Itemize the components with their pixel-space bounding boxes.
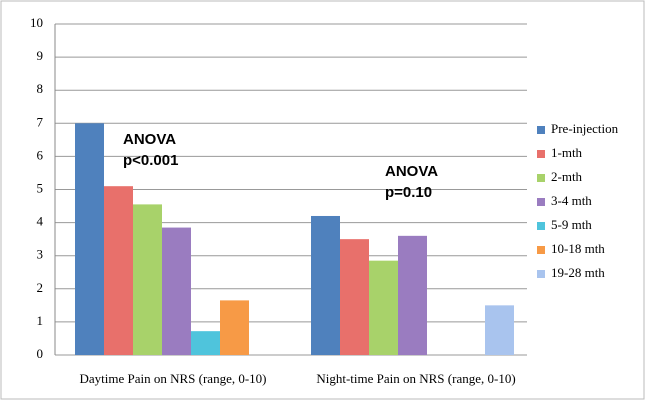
y-tick-label: 2	[37, 280, 44, 295]
legend-label: 19-28 mth	[551, 265, 605, 280]
bar	[75, 123, 104, 355]
legend-label: 1-mth	[551, 145, 583, 160]
legend-swatch	[537, 126, 545, 134]
bar	[398, 235, 427, 355]
annotation: p=0.10	[385, 184, 432, 201]
legend-label: 5-9 mth	[551, 217, 592, 232]
bar	[191, 331, 220, 355]
bar	[369, 260, 398, 355]
y-tick-label: 5	[37, 180, 44, 195]
x-tick-label: Daytime Pain on NRS (range, 0-10)	[79, 371, 266, 386]
y-tick-label: 0	[37, 346, 44, 361]
bar	[220, 300, 249, 355]
legend-swatch	[537, 150, 545, 158]
annotation: p<0.001	[123, 152, 178, 169]
y-tick-label: 10	[30, 15, 43, 30]
bar	[104, 186, 133, 355]
legend-swatch	[537, 270, 545, 278]
y-tick-label: 4	[37, 214, 44, 229]
legend-label: 10-18 mth	[551, 241, 605, 256]
y-tick-label: 8	[37, 81, 44, 96]
bar	[162, 227, 191, 355]
bar	[133, 204, 162, 355]
legend-swatch	[537, 198, 545, 206]
y-tick-label: 1	[37, 313, 44, 328]
y-tick-label: 9	[37, 48, 44, 63]
bar	[485, 305, 514, 355]
bar	[311, 215, 340, 355]
legend-swatch	[537, 246, 545, 254]
x-tick-label: Night-time Pain on NRS (range, 0-10)	[316, 371, 515, 386]
legend-swatch	[537, 222, 545, 230]
legend-label: 2-mth	[551, 169, 583, 184]
y-tick-label: 6	[37, 147, 44, 162]
legend-label: 3-4 mth	[551, 193, 592, 208]
annotation: ANOVA	[123, 131, 176, 148]
bar	[340, 239, 369, 355]
annotation: ANOVA	[385, 163, 438, 180]
y-tick-label: 3	[37, 247, 44, 262]
legend-label: Pre-injection	[551, 121, 619, 136]
y-tick-label: 7	[37, 114, 44, 129]
legend-swatch	[537, 174, 545, 182]
